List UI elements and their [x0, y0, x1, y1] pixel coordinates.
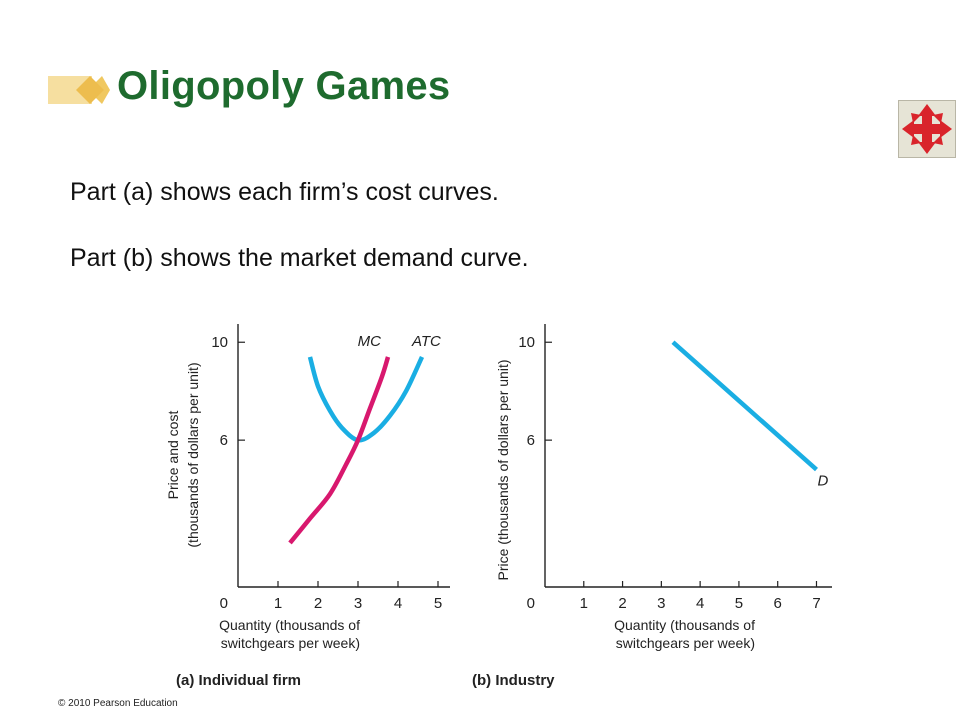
y-tick-label: 10: [211, 334, 228, 351]
x-tick-label: 3: [657, 595, 665, 612]
chart-individual-firm: 1 2 3 4 5 6 10 0 Quantity (thousands of switchgea…: [165, 324, 450, 651]
y-axis-title: (thousands of dollars per unit): [185, 362, 201, 547]
x-tick-label: 2: [314, 595, 322, 612]
x-tick-label: 3: [354, 595, 362, 612]
x-tick-label: 7: [812, 595, 820, 612]
four-way-arrow-icon: [902, 104, 952, 154]
y-tick-label: 10: [518, 334, 535, 351]
x-tick-label: 4: [394, 595, 402, 612]
x-tick-label: 1: [274, 595, 282, 612]
y-axis-title: Price and cost: [165, 411, 181, 500]
series-mc-curve: [288, 356, 391, 545]
x-tick-label: 1: [580, 595, 588, 612]
panel-label-b: (b) Industry: [472, 672, 555, 689]
nav-button[interactable]: [898, 100, 956, 158]
copyright-text: © 2010 Pearson Education: [58, 698, 178, 709]
slide-title: Oligopoly Games: [117, 64, 451, 108]
y-tick-label: 6: [527, 432, 535, 449]
x-axis-title: Quantity (thousands of: [219, 617, 360, 633]
x-axis-title: switchgears per week): [221, 635, 360, 651]
y-tick-label: 6: [220, 432, 228, 449]
series-label-d: D: [817, 473, 828, 490]
x-tick-label: 6: [774, 595, 782, 612]
series-atc-curve: [307, 355, 425, 443]
series-d-curve: [671, 340, 818, 472]
title-marker-icon: [48, 76, 110, 104]
chart-industry: 1 2 3 4 5 6 7 6 10 0 Quantity (thousands of switchg…: [495, 324, 832, 651]
x-tick-label: 5: [434, 595, 442, 612]
origin-label: 0: [527, 595, 535, 612]
y-axis-title: Price (thousands of dollars per unit): [495, 360, 511, 581]
bullet-demand-curve: Part (b) shows the market demand curve.: [70, 244, 529, 272]
origin-label: 0: [220, 595, 228, 612]
x-tick-label: 4: [696, 595, 704, 612]
bullet-cost-curves: Part (a) shows each firm’s cost curves.: [70, 178, 499, 206]
series-label-atc: ATC: [411, 333, 441, 350]
x-axis-title: switchgears per week): [616, 635, 755, 651]
panel-label-a: (a) Individual firm: [176, 672, 302, 689]
series-label-mc: MC: [358, 333, 381, 350]
x-axis-title: Quantity (thousands of: [614, 617, 755, 633]
x-tick-label: 2: [618, 595, 626, 612]
x-tick-label: 5: [735, 595, 743, 612]
